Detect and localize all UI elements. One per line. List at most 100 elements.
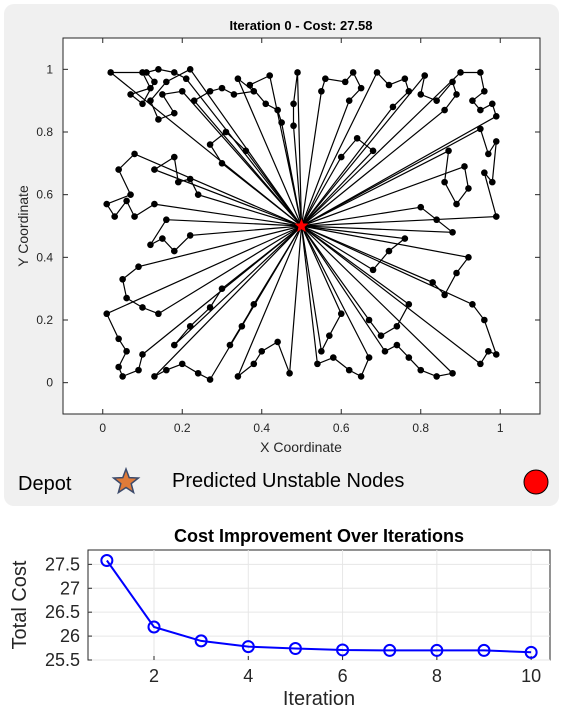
customer-node [139,304,146,311]
customer-node [341,78,349,86]
cost-xtick-label: 6 [338,666,348,686]
route-path [301,128,498,227]
cost-xtick-label: 10 [521,666,541,686]
customer-node [481,169,488,177]
customer-node [469,97,476,104]
depot-star [294,218,309,233]
customer-node [337,153,345,161]
customer-node [357,373,365,380]
customer-node [139,351,146,358]
customer-node [159,235,166,242]
customer-node [163,366,170,374]
customer-node [377,332,385,339]
customer-node [186,232,194,239]
customer-node [147,97,154,104]
customer-node [417,91,425,98]
customer-node [250,87,258,95]
customer-node [461,163,468,170]
cost-point [100,554,114,568]
customer-node [290,122,297,130]
cost-plot-area [87,549,551,661]
customer-node [155,310,162,318]
depot-marker [294,218,309,233]
customer-node [353,134,361,142]
customer-node [365,316,373,324]
customer-node [242,147,250,155]
customer-node [337,310,345,318]
customer-node [103,200,111,208]
customer-node [449,78,456,86]
customer-node [401,75,409,83]
customer-nodes [103,66,500,383]
customer-node [174,178,182,186]
route-path [209,131,302,227]
customer-node [330,354,337,361]
customer-node [453,269,460,277]
customer-node [393,341,401,349]
customer-node [457,69,464,76]
cost-point [147,620,161,634]
customer-node [266,72,274,79]
customer-node [322,75,329,83]
customer-node [477,106,484,114]
cost-point [477,643,491,657]
route-xtick-label: 0 [99,421,106,435]
customer-node [155,116,162,123]
customer-node [147,241,154,249]
route-xtick-label: 0.6 [333,421,350,435]
customer-node [492,351,500,358]
customer-node [441,178,448,186]
customer-node [250,301,258,308]
cost-xtick-label: 8 [432,666,442,686]
customer-node [433,373,440,380]
customer-node [194,369,202,377]
customer-node [171,247,178,255]
customer-node [123,348,130,355]
depot-star-icon [111,466,141,495]
customer-node [290,100,297,108]
route-ytick-label: 1 [46,62,53,76]
customer-node [485,150,492,158]
cost-plot-grid [88,550,550,661]
customer-node [477,69,484,76]
route-ytick-label: 0.4 [36,250,53,264]
customer-node [107,69,114,76]
route-path [173,225,302,346]
customer-node [318,348,325,355]
customer-node [405,301,413,308]
customer-node [345,366,353,374]
customer-node [381,348,389,355]
cost-point [336,643,350,657]
customer-node [234,373,242,380]
customer-node [492,213,500,220]
customer-node [190,97,198,104]
customer-node [262,100,270,108]
customer-node [206,376,214,383]
customer-node [151,166,158,173]
customer-node [119,373,126,380]
customer-node [429,279,436,286]
customer-node [147,84,154,92]
customer-node [433,216,440,224]
customer-node [186,322,194,330]
unstable-node-circle-icon [523,469,549,495]
route-ytick-label: 0.2 [36,313,53,327]
cost-ytick-label: 26 [60,626,80,646]
customer-node [230,91,238,98]
customer-node [401,235,409,242]
cost-ytick-label: 27 [60,578,80,598]
customer-node [178,360,186,368]
customer-node [103,310,111,318]
cost-ytick-label: 26.5 [45,602,80,622]
customer-node [477,125,484,133]
cost-point [288,642,302,656]
customer-node [453,91,460,98]
customer-node [369,147,377,155]
cost-point [194,634,208,648]
customer-node [449,228,456,236]
legend-depot-label: Depot [18,473,72,495]
cost-xtick-label: 4 [243,666,253,686]
customer-node [318,87,325,95]
customer-node [481,87,488,95]
